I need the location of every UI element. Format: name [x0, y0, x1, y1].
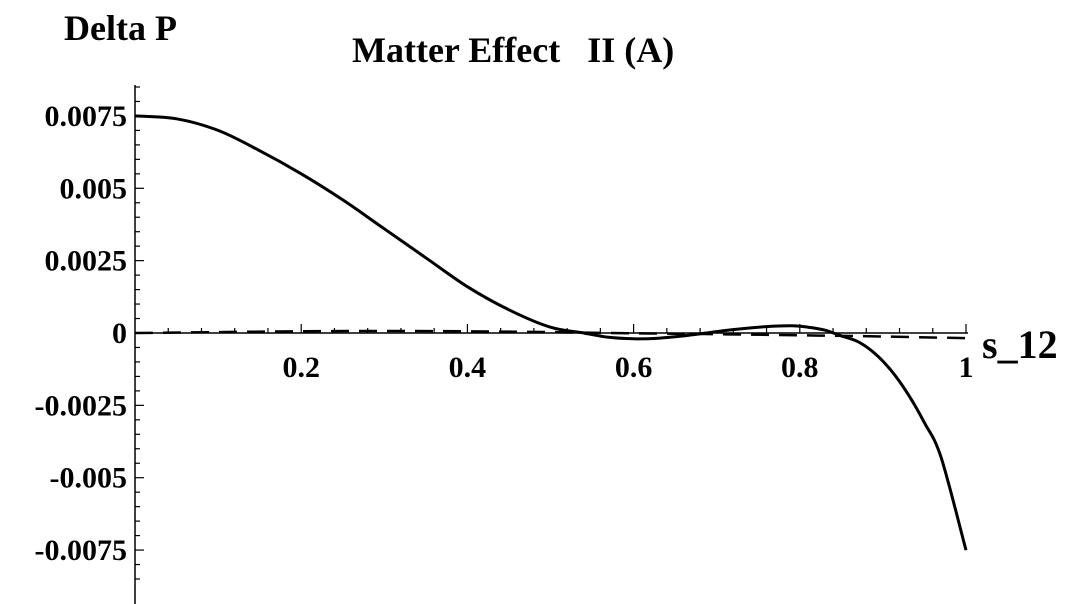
- chart-title: Matter Effect II (A): [352, 30, 674, 70]
- x-tick-label: 0.6: [615, 351, 653, 384]
- x-tick-label: 0.4: [449, 351, 487, 384]
- x-tick-label: 0.8: [781, 351, 819, 384]
- y-tick-label: -0.0025: [35, 389, 128, 422]
- axes: [134, 85, 968, 604]
- x-tick-label: 0.2: [282, 351, 320, 384]
- ticks: 0.0075 0.005 0.0025 0 -0.0025 -0.005 -0.0075 0.…: [35, 86, 974, 580]
- series-line-dashed: [134, 329, 967, 340]
- x-tick-label: 1: [959, 351, 974, 384]
- series-line-solid: [134, 114, 968, 551]
- x-axis-label: s_12: [982, 322, 1058, 367]
- y-tick-label: 0.005: [60, 172, 128, 205]
- y-tick-label: -0.0075: [35, 534, 128, 567]
- y-tick-label: 0: [112, 317, 127, 350]
- series-group: [134, 114, 968, 551]
- y-tick-label: 0.0075: [45, 100, 128, 133]
- y-tick-label: -0.005: [50, 462, 128, 495]
- y-tick-label: 0.0025: [45, 245, 128, 278]
- y-axis-label: Delta P: [64, 8, 177, 48]
